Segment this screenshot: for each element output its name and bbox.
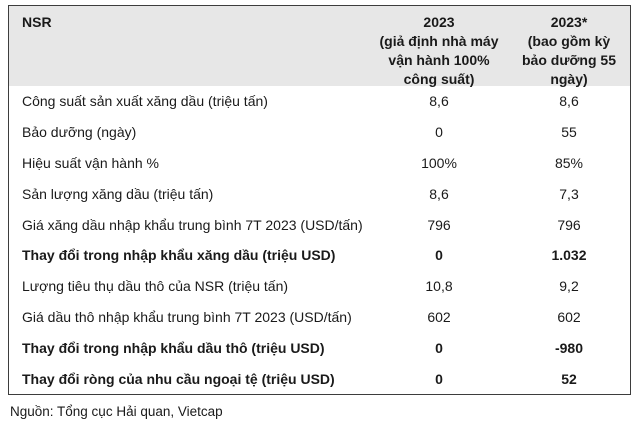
header-2023-maintenance: 2023* (bao gồm kỳ bảo dưỡng 55 ngày) xyxy=(522,14,616,87)
row-value-2023: 8,6 xyxy=(429,93,449,110)
row-value-2023-star: 602 xyxy=(557,308,581,325)
row-value-2023: 100% xyxy=(421,154,457,171)
table-row: Hiệu suất vận hành % 100% 85% xyxy=(9,148,630,179)
table-row: Giá dầu thô nhập khẩu trung bình 7T 2023… xyxy=(9,302,630,333)
row-value-2023-star: 55 xyxy=(561,124,577,141)
row-value-2023: 0 xyxy=(435,124,443,141)
row-value-2023: 8,6 xyxy=(429,185,449,202)
table-row: Công suất sản xuất xăng dầu (triệu tấn) … xyxy=(9,86,630,117)
row-value-2023-star: 52 xyxy=(561,370,577,387)
row-label: Công suất sản xuất xăng dầu (triệu tấn) xyxy=(22,93,268,110)
row-value-2023: 0 xyxy=(435,339,443,356)
table-header-row: NSR 2023 (giả định nhà máy vận hành 100%… xyxy=(9,6,630,87)
row-value-2023: 796 xyxy=(427,216,451,233)
row-label: Sản lượng xăng dầu (triệu tấn) xyxy=(22,185,214,202)
row-label: Bảo dưỡng (ngày) xyxy=(22,124,137,141)
row-label: Lượng tiêu thụ dầu thô của NSR (triệu tấ… xyxy=(22,278,289,295)
table-row: Giá xăng dầu nhập khẩu trung bình 7T 202… xyxy=(9,209,630,240)
row-value-2023-star: -980 xyxy=(554,339,584,356)
table-row: Bảo dưỡng (ngày) 0 55 xyxy=(9,117,630,148)
row-value-2023-star: 7,3 xyxy=(559,185,579,202)
header-nsr: NSR xyxy=(22,14,52,30)
table-row: Sản lượng xăng dầu (triệu tấn) 8,6 7,3 xyxy=(9,178,630,209)
row-label: Thay đổi trong nhập khẩu xăng dầu (triệu… xyxy=(22,247,336,264)
row-value-2023-star: 1.032 xyxy=(551,247,587,264)
row-value-2023-star: 85% xyxy=(554,154,584,171)
row-value-2023-star: 796 xyxy=(557,216,581,233)
row-value-2023: 602 xyxy=(427,308,451,325)
row-label: Giá dầu thô nhập khẩu trung bình 7T 2023… xyxy=(22,308,352,325)
row-value-2023-star: 9,2 xyxy=(559,278,579,295)
table-row: Lượng tiêu thụ dầu thô của NSR (triệu tấ… xyxy=(9,271,630,302)
table-body: Công suất sản xuất xăng dầu (triệu tấn) … xyxy=(9,86,630,394)
row-label: Thay đổi ròng của nhu cầu ngoại tệ (triệ… xyxy=(22,370,335,387)
row-label: Thay đổi trong nhập khẩu dầu thô (triệu … xyxy=(22,339,325,356)
row-value-2023-star: 8,6 xyxy=(559,93,579,110)
header-2023-full-capacity: 2023 (giả định nhà máy vận hành 100% côn… xyxy=(379,14,499,87)
table-row-summary: Thay đổi ròng của nhu cầu ngoại tệ (triệ… xyxy=(9,363,630,394)
table-row-summary: Thay đổi trong nhập khẩu xăng dầu (triệu… xyxy=(9,240,630,271)
table-row-summary: Thay đổi trong nhập khẩu dầu thô (triệu … xyxy=(9,332,630,363)
row-label: Hiệu suất vận hành % xyxy=(22,154,159,171)
row-label: Giá xăng dầu nhập khẩu trung bình 7T 202… xyxy=(22,216,363,233)
source-note: Nguồn: Tổng cục Hải quan, Vietcap xyxy=(10,404,223,419)
row-value-2023: 0 xyxy=(435,247,443,264)
row-value-2023: 10,8 xyxy=(425,278,453,295)
nsr-scenario-table: NSR 2023 (giả định nhà máy vận hành 100%… xyxy=(8,5,631,395)
row-value-2023: 0 xyxy=(435,370,443,387)
